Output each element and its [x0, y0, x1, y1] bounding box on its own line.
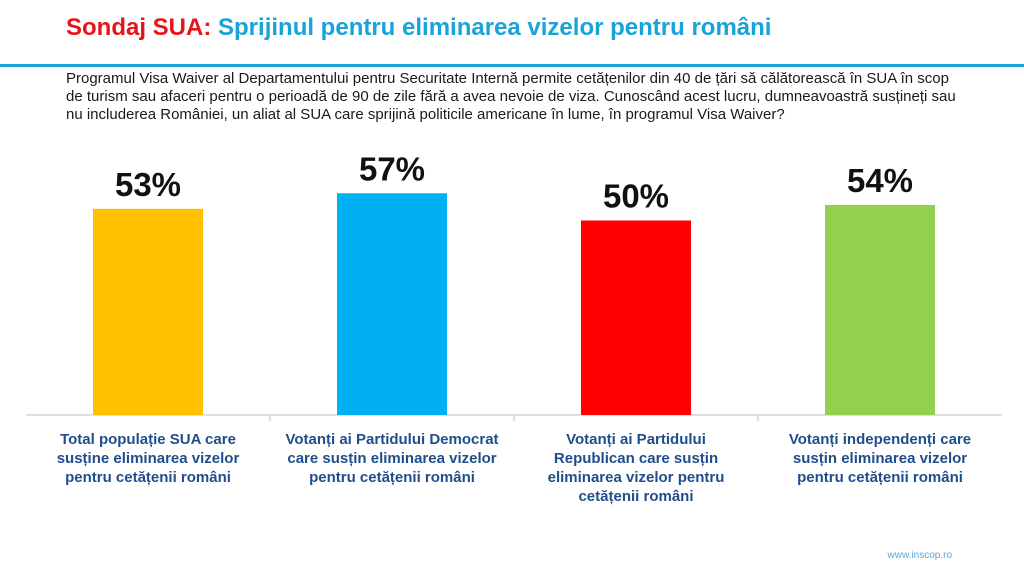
bar-4 [825, 204, 935, 415]
category-label-4: Votanți independenți care susțin eliminar… [789, 431, 971, 486]
title-main: Sprijinul pentru eliminarea vizelor pent… [218, 14, 772, 41]
category-label-3: Votanți ai Partidului Republican care sus… [548, 431, 725, 505]
data-label-3: 50% [603, 178, 669, 215]
title-divider [0, 64, 1024, 67]
bar-3 [581, 220, 691, 415]
footer-website: www.inscop.ro [887, 550, 952, 561]
data-label-1: 53% [115, 166, 181, 203]
data-label-2: 57% [359, 150, 425, 187]
category-label-2: Votanți ai Partidului Democrat care susți… [285, 431, 498, 486]
category-label-1: Total populație SUA care susține eliminar… [57, 431, 240, 486]
data-label-4: 54% [847, 162, 913, 199]
bar-1 [93, 208, 203, 415]
page-title: Sondaj SUA: Sprijinul pentru eliminarea … [66, 14, 771, 42]
bar-2 [337, 193, 447, 415]
title-prefix: Sondaj SUA: [66, 14, 212, 41]
survey-question: Programul Visa Waiver al Departamentului… [66, 70, 956, 123]
